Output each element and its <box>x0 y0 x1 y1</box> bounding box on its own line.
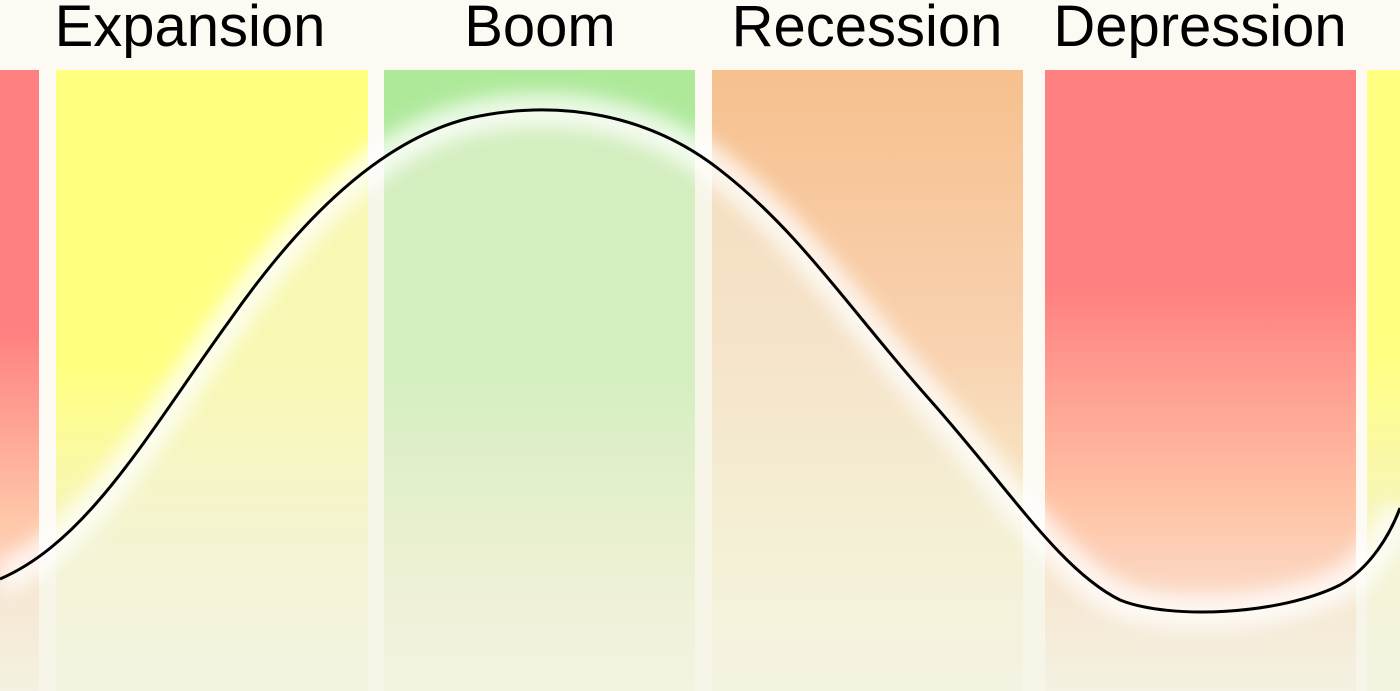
depression-label: Depression <box>1053 0 1346 59</box>
recession-label: Recession <box>732 0 1003 59</box>
boom-label: Boom <box>464 0 616 59</box>
expansion-label: Expansion <box>55 0 326 59</box>
business-cycle-curve <box>0 108 1400 614</box>
